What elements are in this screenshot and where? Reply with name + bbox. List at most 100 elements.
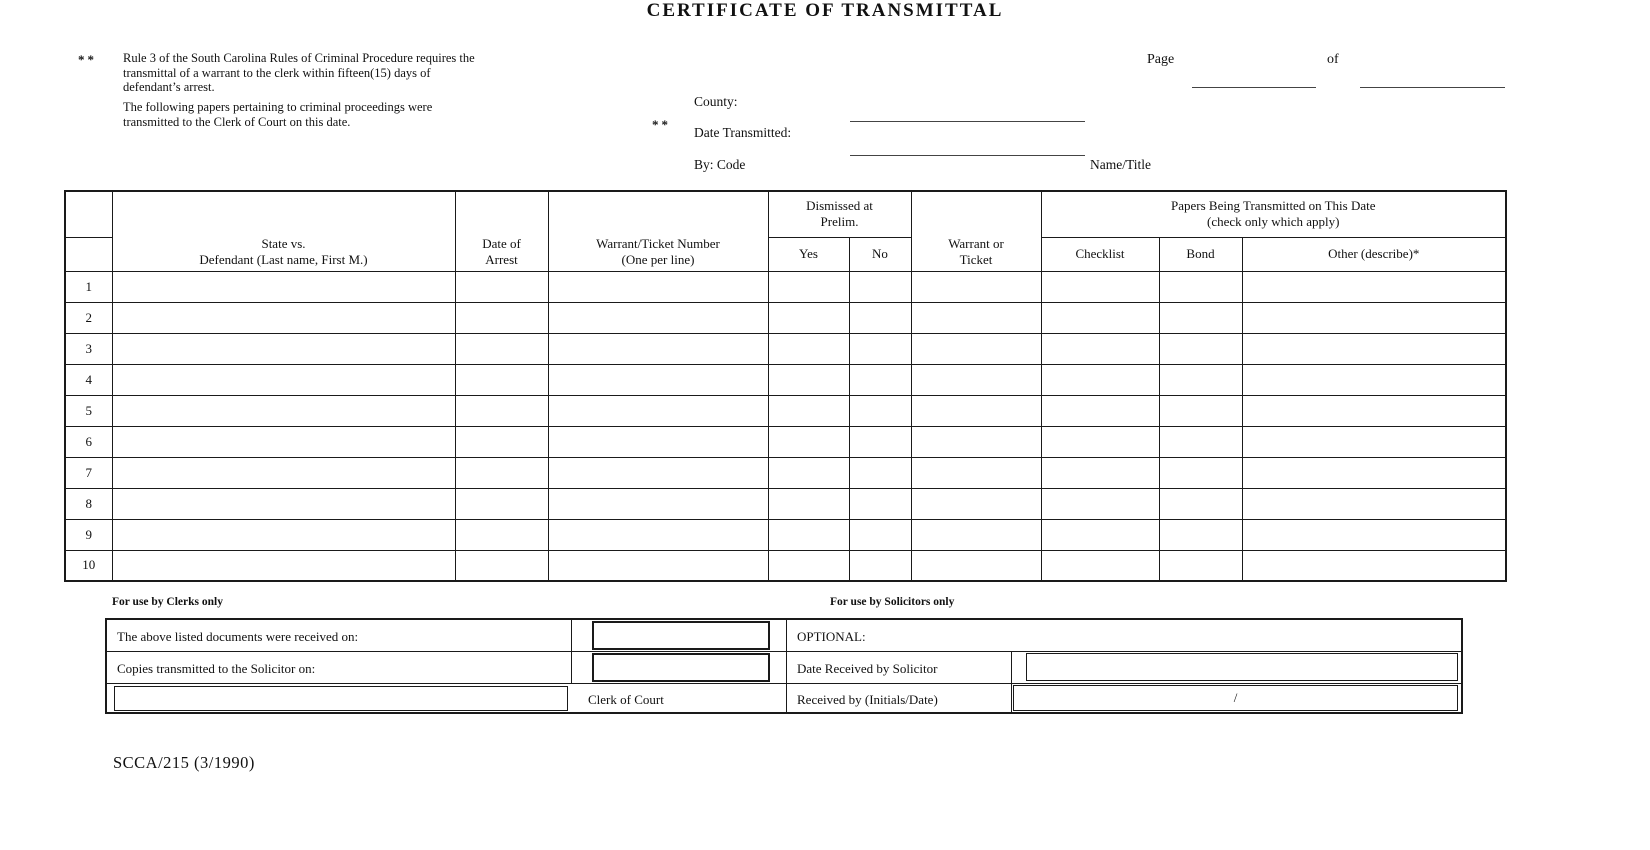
empty-cell[interactable] — [1241, 394, 1507, 427]
empty-cell[interactable] — [767, 332, 850, 365]
empty-cell[interactable] — [454, 425, 549, 458]
clerk-signature-field[interactable] — [114, 686, 568, 711]
empty-cell[interactable] — [767, 487, 850, 520]
empty-cell[interactable] — [848, 301, 912, 334]
empty-cell[interactable] — [910, 363, 1042, 396]
empty-cell[interactable] — [1158, 332, 1243, 365]
empty-cell[interactable] — [547, 456, 769, 489]
empty-cell[interactable] — [111, 518, 456, 551]
empty-cell[interactable] — [1040, 332, 1160, 365]
empty-cell[interactable] — [454, 301, 549, 334]
empty-cell[interactable] — [1241, 456, 1507, 489]
empty-cell[interactable] — [910, 332, 1042, 365]
date-received-by-solicitor-field[interactable] — [1026, 653, 1458, 681]
page-number-field[interactable] — [1192, 87, 1316, 88]
empty-cell[interactable] — [547, 425, 769, 458]
empty-cell[interactable] — [1158, 301, 1243, 334]
empty-cell[interactable] — [1241, 549, 1507, 582]
empty-cell[interactable] — [1158, 518, 1243, 551]
empty-cell[interactable] — [910, 518, 1042, 551]
empty-cell[interactable] — [910, 549, 1042, 582]
empty-cell[interactable] — [1241, 332, 1507, 365]
empty-cell[interactable] — [111, 332, 456, 365]
empty-cell[interactable] — [1040, 301, 1160, 334]
empty-cell[interactable] — [111, 363, 456, 396]
empty-cell[interactable] — [1040, 394, 1160, 427]
empty-cell[interactable] — [1158, 549, 1243, 582]
empty-cell[interactable] — [767, 549, 850, 582]
empty-cell[interactable] — [1158, 270, 1243, 303]
empty-cell[interactable] — [454, 518, 549, 551]
empty-cell[interactable] — [848, 487, 912, 520]
empty-cell[interactable] — [1158, 363, 1243, 396]
empty-cell[interactable] — [111, 487, 456, 520]
empty-cell[interactable] — [547, 270, 769, 303]
empty-cell[interactable] — [767, 301, 850, 334]
empty-cell[interactable] — [848, 270, 912, 303]
empty-cell[interactable] — [111, 456, 456, 489]
empty-cell[interactable] — [1241, 425, 1507, 458]
empty-cell[interactable] — [910, 487, 1042, 520]
empty-cell[interactable] — [767, 270, 850, 303]
empty-cell[interactable] — [454, 363, 549, 396]
empty-cell[interactable] — [848, 518, 912, 551]
empty-cell[interactable] — [1158, 394, 1243, 427]
empty-cell[interactable] — [1158, 487, 1243, 520]
empty-cell[interactable] — [1241, 487, 1507, 520]
empty-cell[interactable] — [848, 332, 912, 365]
empty-cell[interactable] — [767, 363, 850, 396]
empty-cell[interactable] — [454, 394, 549, 427]
empty-cell[interactable] — [1241, 363, 1507, 396]
empty-cell[interactable] — [1040, 487, 1160, 520]
empty-cell[interactable] — [1158, 425, 1243, 458]
empty-cell[interactable] — [1040, 270, 1160, 303]
county-field[interactable] — [850, 121, 1085, 122]
empty-cell[interactable] — [767, 425, 850, 458]
empty-cell[interactable] — [910, 394, 1042, 427]
empty-cell[interactable] — [454, 332, 549, 365]
documents-received-date-field[interactable] — [592, 621, 770, 650]
empty-cell[interactable] — [848, 363, 912, 396]
empty-cell[interactable] — [454, 270, 549, 303]
empty-cell[interactable] — [454, 487, 549, 520]
empty-cell[interactable] — [1040, 549, 1160, 582]
empty-cell[interactable] — [111, 270, 456, 303]
empty-cell[interactable] — [1040, 518, 1160, 551]
copies-transmitted-date-field[interactable] — [592, 653, 770, 682]
empty-cell[interactable] — [547, 394, 769, 427]
empty-cell[interactable] — [454, 549, 549, 582]
empty-cell[interactable] — [111, 425, 456, 458]
empty-cell[interactable] — [547, 301, 769, 334]
empty-cell[interactable] — [547, 332, 769, 365]
empty-cell[interactable] — [1241, 270, 1507, 303]
empty-cell[interactable] — [910, 456, 1042, 489]
empty-cell[interactable] — [848, 425, 912, 458]
empty-cell[interactable] — [111, 549, 456, 582]
empty-cell[interactable] — [547, 487, 769, 520]
empty-cell[interactable] — [910, 425, 1042, 458]
empty-cell[interactable] — [910, 301, 1042, 334]
empty-cell[interactable] — [1158, 456, 1243, 489]
page-total-field[interactable] — [1360, 87, 1505, 88]
empty-cell[interactable] — [111, 394, 456, 427]
empty-cell[interactable] — [848, 549, 912, 582]
empty-cell[interactable] — [1040, 363, 1160, 396]
empty-cell[interactable] — [111, 301, 456, 334]
empty-cell[interactable] — [910, 270, 1042, 303]
empty-cell[interactable] — [1040, 425, 1160, 458]
empty-cell[interactable] — [1241, 301, 1507, 334]
empty-cell[interactable] — [547, 363, 769, 396]
empty-cell[interactable] — [1241, 518, 1507, 551]
received-by-initials-date-field[interactable]: / — [1013, 685, 1458, 711]
empty-cell[interactable] — [848, 394, 912, 427]
empty-cell[interactable] — [454, 456, 549, 489]
empty-cell[interactable] — [1040, 456, 1160, 489]
empty-cell[interactable] — [767, 456, 850, 489]
empty-cell[interactable] — [547, 518, 769, 551]
empty-cell[interactable] — [848, 456, 912, 489]
date-transmitted-field[interactable] — [850, 155, 1085, 156]
table-row: 9 — [64, 518, 1507, 551]
empty-cell[interactable] — [767, 394, 850, 427]
empty-cell[interactable] — [767, 518, 850, 551]
empty-cell[interactable] — [547, 549, 769, 582]
